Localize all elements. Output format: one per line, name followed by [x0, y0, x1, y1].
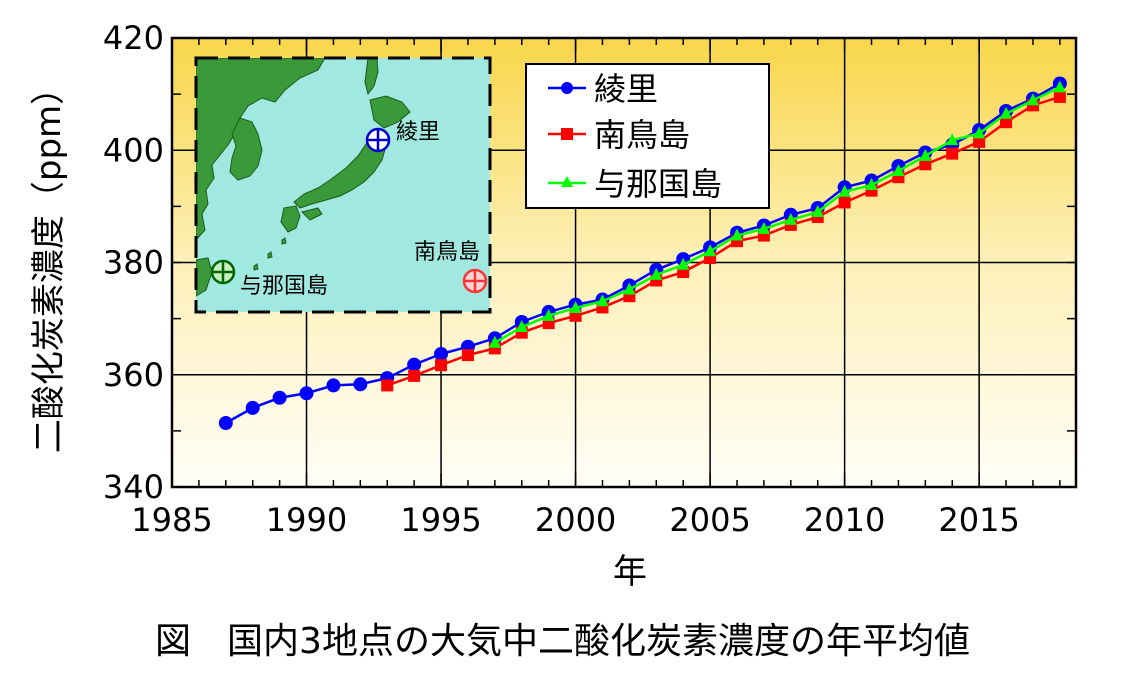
- figure-caption: 図 国内3地点の大気中二酸化炭素濃度の年平均値: [155, 621, 970, 662]
- station-label-yonagunijima: 与那国島: [240, 274, 328, 299]
- data-point: [1053, 80, 1066, 93]
- data-point: [381, 379, 394, 392]
- data-point: [731, 228, 743, 241]
- y-tick-labels: 340 360 380 400 420: [103, 19, 164, 506]
- data-point: [569, 300, 582, 313]
- data-point: [1053, 90, 1066, 103]
- station-marker-yonagunijima: [210, 259, 236, 285]
- series-line: [494, 86, 1061, 344]
- x-tick-labels: 1985 1990 1995 2000 2005 2010 2015: [131, 501, 1020, 539]
- data-point: [1026, 93, 1039, 106]
- x-tick-label: 2015: [938, 501, 1019, 539]
- legend-entry-minamitorishima: 南鳥島: [548, 116, 690, 154]
- data-point: [677, 257, 690, 270]
- data-point: [407, 357, 422, 372]
- map-land: [196, 58, 411, 297]
- legend-label: 与那国島: [594, 165, 722, 203]
- data-point: [488, 335, 501, 348]
- data-point: [435, 359, 448, 372]
- data-point: [245, 400, 260, 415]
- data-point: [542, 308, 555, 321]
- data-point: [623, 282, 636, 295]
- data-point: [434, 346, 449, 361]
- station-label-ryori: 綾里: [396, 120, 440, 145]
- series-layer: [218, 76, 1067, 431]
- inset-map: 綾里 南鳥島 与那国島: [194, 56, 492, 314]
- x-tick-label: 1990: [266, 501, 347, 539]
- data-point: [973, 126, 986, 139]
- series-triangle: [488, 80, 1066, 348]
- data-point: [811, 204, 824, 217]
- land-hokkaido: [369, 95, 411, 129]
- data-point: [353, 377, 368, 392]
- land-honshu: [293, 129, 387, 209]
- data-point: [326, 378, 341, 393]
- legend-label: 綾里: [594, 70, 658, 108]
- data-point: [1000, 106, 1013, 119]
- legend-marker-square: [561, 128, 573, 140]
- data-point: [919, 148, 932, 161]
- y-tick-label: 420: [103, 19, 164, 57]
- legend-entry-yonagunijima: 与那国島: [548, 165, 722, 203]
- map-frame: [194, 56, 492, 314]
- data-point: [515, 320, 528, 333]
- data-point: [596, 294, 609, 307]
- land-kyushu: [280, 205, 301, 233]
- data-point: [946, 147, 959, 160]
- x-tick-label: 1985: [131, 501, 212, 539]
- y-tick-label: 400: [103, 131, 164, 169]
- data-point: [838, 184, 851, 197]
- land-shikoku: [301, 207, 323, 221]
- legend: 綾里 南鳥島 与那国島: [525, 63, 770, 209]
- data-point: [218, 416, 233, 431]
- station-label-minamitorishima: 南鳥島: [414, 240, 480, 265]
- data-point: [272, 390, 287, 405]
- data-point: [704, 244, 717, 257]
- x-axis-label: 年: [613, 552, 647, 592]
- land-asia-mainland: [196, 58, 326, 241]
- co2-chart: 340 360 380 400 420 1985 1990 1995 2000 2005 2010…: [29, 19, 1078, 592]
- data-point: [757, 221, 770, 234]
- legend-entry-ryori: 綾里: [548, 70, 658, 108]
- station-marker-ryori: [365, 127, 391, 153]
- data-point: [919, 158, 932, 171]
- x-tick-label: 2010: [804, 501, 885, 539]
- x-tick-label: 2005: [669, 501, 750, 539]
- plot-frame: [170, 36, 1078, 489]
- y-axis-label: 二酸化炭素濃度（ppm）: [29, 71, 69, 453]
- x-tick-label: 1995: [400, 501, 481, 539]
- y-tick-label: 340: [103, 468, 164, 506]
- land-ryukyu-islands: [253, 237, 287, 271]
- legend-marker-triangle: [561, 176, 573, 187]
- y-tick-label: 360: [103, 356, 164, 394]
- data-point: [461, 349, 474, 362]
- station-marker-minamitorishima: [462, 268, 488, 294]
- legend-marker-circle: [561, 82, 573, 94]
- data-point: [650, 267, 663, 280]
- data-point: [784, 212, 797, 225]
- land-korea: [229, 117, 263, 181]
- data-point: [946, 133, 959, 146]
- x-tick-label: 2000: [535, 501, 616, 539]
- data-point: [838, 196, 851, 209]
- land-taiwan: [196, 257, 213, 297]
- land-sakhalin: [364, 58, 379, 96]
- data-point: [865, 178, 878, 191]
- data-point: [408, 369, 421, 382]
- y-tick-label: 380: [103, 244, 164, 282]
- data-point: [299, 386, 314, 401]
- legend-label: 南鳥島: [594, 116, 690, 154]
- data-point: [973, 135, 986, 148]
- data-point: [892, 164, 905, 177]
- series-square: [381, 90, 1066, 392]
- data-point: [1000, 116, 1013, 129]
